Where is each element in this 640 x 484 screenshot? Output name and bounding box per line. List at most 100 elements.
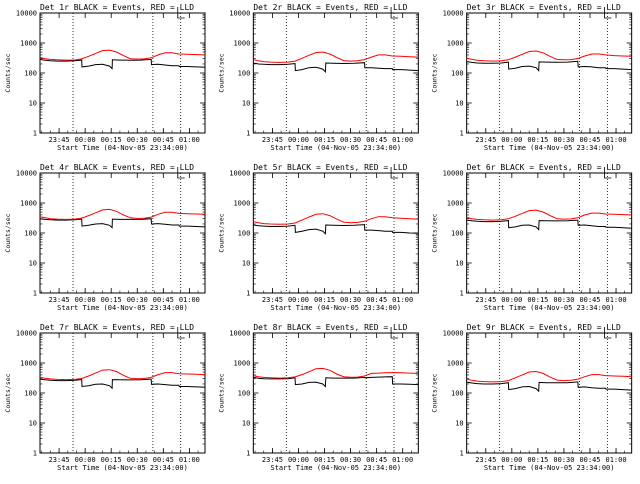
x-tick-label: 01:00 <box>179 136 200 144</box>
panel-title: Det 7r BLACK = Events, RED = LLD <box>40 323 194 332</box>
y-axis-label: Counts/sec <box>4 373 12 412</box>
y-tick-label: 1000 <box>233 360 250 368</box>
x-tick-label: 23:45 <box>475 136 496 144</box>
x-tick-label: 23:45 <box>475 456 496 464</box>
x-tick-label: 00:30 <box>553 296 574 304</box>
x-tick-label: 00:30 <box>340 136 361 144</box>
chart-panel: Det 3r BLACK = Events, RED = LLDL1101001… <box>431 3 633 152</box>
y-tick-label: 10 <box>242 260 250 268</box>
y-tick-label: 10 <box>29 260 37 268</box>
x-tick-label: 23:45 <box>49 296 70 304</box>
series-line-events <box>39 378 206 390</box>
chart-panel: Det 6r BLACK = Events, RED = LLDL1101001… <box>431 163 633 312</box>
x-tick-label: 23:45 <box>262 136 283 144</box>
x-tick-label: 00:45 <box>366 296 387 304</box>
x-tick-label: 00:45 <box>579 456 600 464</box>
x-tick-label: 00:45 <box>153 136 174 144</box>
series-line-lld <box>39 49 206 61</box>
plot-frame <box>252 332 419 454</box>
chart-panel: Det 7r BLACK = Events, RED = LLDL1101001… <box>4 323 206 472</box>
legend-marker <box>390 7 399 19</box>
series-line-lld <box>466 209 632 221</box>
x-tick-label: 01:00 <box>605 296 626 304</box>
y-tick-label: 1000 <box>20 360 37 368</box>
series-line-events <box>253 224 419 235</box>
y-tick-label: 10000 <box>229 330 250 338</box>
y-tick-label: 10000 <box>16 10 37 18</box>
y-tick-label: 1000 <box>20 40 37 48</box>
x-axis-label: Start Time (04-Nov-05 23:34:00) <box>484 144 615 152</box>
x-axis-label: Start Time (04-Nov-05 23:34:00) <box>484 464 615 472</box>
y-tick-label: 10 <box>242 420 250 428</box>
y-tick-label: 1 <box>246 450 250 458</box>
legend-marker <box>177 167 185 179</box>
x-tick-label: 00:00 <box>75 136 96 144</box>
x-tick-label: 00:15 <box>314 296 335 304</box>
y-tick-label: 100 <box>24 390 37 398</box>
series-line-lld <box>253 213 419 225</box>
x-tick-label: 01:00 <box>392 456 413 464</box>
legend-marker <box>604 7 612 19</box>
plot-frame <box>252 172 419 294</box>
x-tick-label: 00:00 <box>288 456 309 464</box>
x-axis-label: Start Time (04-Nov-05 23:34:00) <box>57 304 188 312</box>
series-line-lld <box>466 370 632 383</box>
series-line-events <box>253 62 419 73</box>
chart-panel: Det 5r BLACK = Events, RED = LLDL1101001… <box>217 163 419 312</box>
x-tick-label: 00:30 <box>553 456 574 464</box>
y-tick-label: 100 <box>451 230 464 238</box>
series-line-events <box>39 218 206 229</box>
x-tick-label: 23:45 <box>49 456 70 464</box>
x-tick-label: 00:00 <box>288 296 309 304</box>
x-axis-label: Start Time (04-Nov-05 23:34:00) <box>57 464 188 472</box>
plot-frame <box>466 332 633 454</box>
y-axis-label: Counts/sec <box>217 213 225 252</box>
y-tick-label: 100 <box>24 230 37 238</box>
y-tick-label: 100 <box>24 70 37 78</box>
y-tick-label: 100 <box>238 390 251 398</box>
series-line-events <box>466 381 632 393</box>
y-tick-label: 100 <box>238 230 251 238</box>
x-tick-label: 00:30 <box>553 136 574 144</box>
y-tick-label: 10 <box>455 420 463 428</box>
x-tick-label: 23:45 <box>262 456 283 464</box>
plot-frame <box>252 12 419 134</box>
y-tick-label: 1 <box>459 130 463 138</box>
x-tick-label: 00:00 <box>75 296 96 304</box>
y-axis-label: Counts/sec <box>431 373 439 412</box>
x-tick-label: 00:30 <box>340 456 361 464</box>
y-tick-label: 10 <box>242 100 250 108</box>
x-tick-label: 00:45 <box>153 296 174 304</box>
legend-marker <box>177 327 185 339</box>
y-tick-label: 1000 <box>447 200 464 208</box>
legend-marker <box>390 167 399 179</box>
x-tick-label: 00:15 <box>101 456 122 464</box>
y-tick-label: 1000 <box>233 200 250 208</box>
y-tick-label: 1000 <box>447 40 464 48</box>
y-axis-label: Counts/sec <box>4 213 12 252</box>
x-tick-label: 00:30 <box>127 296 148 304</box>
x-tick-label: 00:30 <box>127 456 148 464</box>
series-line-lld <box>466 50 632 62</box>
panel-title: Det 3r BLACK = Events, RED = LLD <box>467 3 621 12</box>
x-tick-label: 23:45 <box>49 136 70 144</box>
y-tick-label: 10000 <box>229 170 250 178</box>
y-tick-label: 10000 <box>229 10 250 18</box>
y-tick-label: 10000 <box>16 170 37 178</box>
y-tick-label: 10 <box>455 260 463 268</box>
chart-panel: Det 2r BLACK = Events, RED = LLDL1101001… <box>217 3 419 152</box>
panel-title: Det 4r BLACK = Events, RED = LLD <box>40 163 194 172</box>
x-tick-label: 00:00 <box>501 296 522 304</box>
y-tick-label: 1000 <box>233 40 250 48</box>
x-tick-label: 00:45 <box>579 136 600 144</box>
x-tick-label: 01:00 <box>392 296 413 304</box>
panel-title: Det 5r BLACK = Events, RED = LLD <box>253 163 407 172</box>
series-line-lld <box>253 367 419 379</box>
chart-panel: Det 4r BLACK = Events, RED = LLDL1101001… <box>4 163 206 312</box>
y-tick-label: 10000 <box>16 330 37 338</box>
x-tick-label: 00:15 <box>101 136 122 144</box>
plot-frame <box>466 172 633 294</box>
x-tick-label: 01:00 <box>179 456 200 464</box>
y-tick-label: 1 <box>33 290 37 298</box>
